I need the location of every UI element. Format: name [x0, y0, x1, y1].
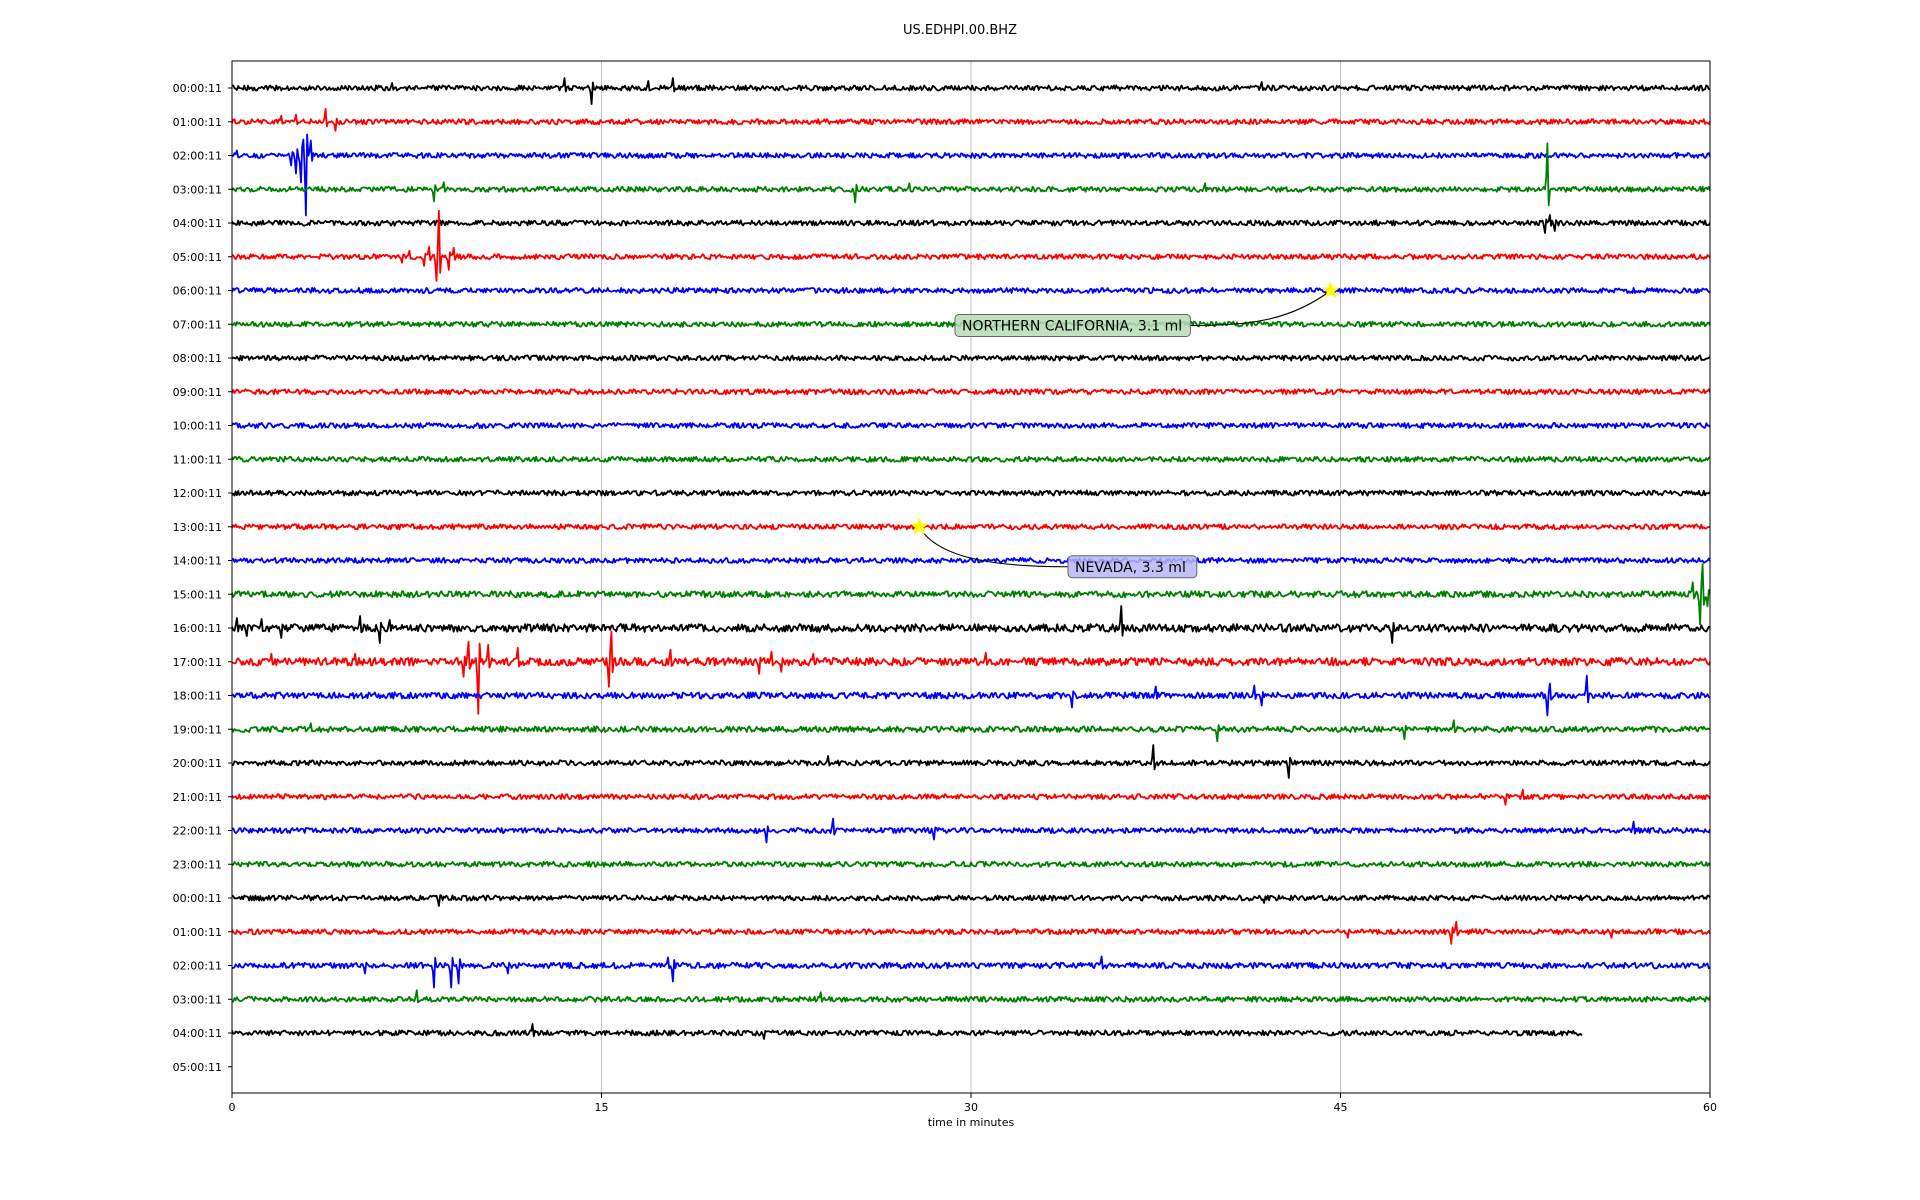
- y-tick-label: 10:00:11: [173, 420, 222, 433]
- x-axis-label: time in minutes: [928, 1116, 1015, 1129]
- y-tick-label: 12:00:11: [173, 487, 222, 500]
- y-tick-label: 05:00:11: [173, 1061, 222, 1074]
- y-tick-label: 16:00:11: [173, 622, 222, 635]
- y-tick-label: 04:00:11: [173, 217, 222, 230]
- seismic-trace: [231, 894, 1711, 907]
- seismic-trace: [231, 719, 1711, 743]
- y-tick-label: 09:00:11: [173, 386, 222, 399]
- seismic-trace: [231, 860, 1711, 868]
- y-tick-label: 19:00:11: [173, 723, 222, 736]
- y-tick-label: 02:00:11: [173, 960, 222, 973]
- y-tick-label: 05:00:11: [173, 251, 222, 264]
- y-tick-label: 15:00:11: [173, 588, 222, 601]
- seismic-trace: [231, 422, 1711, 429]
- seismic-trace: [231, 674, 1711, 717]
- seismic-trace: [231, 920, 1711, 945]
- event-annotation: NEVADA, 3.3 ml: [910, 517, 1198, 579]
- x-tick-label: 0: [229, 1101, 236, 1114]
- y-tick-label: 13:00:11: [173, 521, 222, 534]
- seismic-trace: [231, 107, 1711, 132]
- plot-frame: [231, 60, 1711, 1094]
- y-tick-label: 01:00:11: [173, 116, 222, 129]
- annotation-label: NORTHERN CALIFORNIA, 3.1 ml: [962, 319, 1182, 335]
- seismic-trace: [231, 209, 1711, 282]
- seismic-trace: [231, 989, 1711, 1004]
- x-tick-label: 45: [1334, 1101, 1348, 1114]
- event-annotations: NORTHERN CALIFORNIA, 3.1 ml NEVADA, 3.3 m…: [910, 281, 1340, 579]
- seismic-trace: [231, 523, 1711, 531]
- annotation-connector: [1190, 290, 1331, 327]
- y-tick-label: 08:00:11: [173, 352, 222, 365]
- seismic-trace: [231, 489, 1711, 497]
- seismic-trace: [231, 354, 1711, 362]
- seismic-trace: [231, 455, 1711, 463]
- grid-lines: [601, 61, 1341, 1093]
- event-star-marker: [910, 517, 929, 535]
- event-star-marker: [1321, 281, 1340, 299]
- seismic-trace: [231, 630, 1711, 715]
- y-tick-label: 02:00:11: [173, 150, 222, 163]
- seismic-trace: [231, 1023, 1583, 1040]
- y-tick-label: 06:00:11: [173, 285, 222, 298]
- y-tick-label: 03:00:11: [173, 993, 222, 1006]
- y-tick-label: 14:00:11: [173, 555, 222, 568]
- annotation-box: [954, 314, 1191, 337]
- seismic-trace: [231, 214, 1711, 234]
- y-tick-label: 00:00:11: [173, 892, 222, 905]
- y-tick-label: 07:00:11: [173, 318, 222, 331]
- annotation-label: NEVADA, 3.3 ml: [1075, 560, 1186, 576]
- seismic-trace: [231, 788, 1711, 806]
- x-tick-label: 15: [595, 1101, 609, 1114]
- seismic-trace: [231, 287, 1711, 294]
- seismic-trace: [231, 817, 1711, 844]
- y-tick-label: 21:00:11: [173, 791, 222, 804]
- seismic-trace: [231, 563, 1711, 626]
- seismic-trace: [231, 388, 1711, 396]
- annotation-box: [1067, 555, 1198, 579]
- y-tick-label: 00:00:11: [173, 82, 222, 95]
- seismic-trace: [231, 744, 1711, 779]
- annotation-connector: [918, 526, 1069, 568]
- y-tick-label: 18:00:11: [173, 690, 222, 703]
- x-tick-group: 0 15 30 45 60: [229, 1093, 1717, 1114]
- y-tick-label: 23:00:11: [173, 858, 222, 871]
- event-annotation: NORTHERN CALIFORNIA, 3.1 ml: [954, 281, 1340, 337]
- seismic-trace: [231, 133, 1711, 217]
- x-tick-label: 60: [1703, 1101, 1717, 1114]
- y-tick-label: 11:00:11: [173, 453, 222, 466]
- x-tick-label: 30: [964, 1101, 978, 1114]
- chart-title: US.EDHPI.00.BHZ: [903, 23, 1017, 38]
- y-tick-labels: 00:00:11 01:00:11 02:00:11 03:00:11 04:00:11…: [173, 82, 232, 1074]
- y-tick-label: 20:00:11: [173, 757, 222, 770]
- seismic-trace: [231, 955, 1711, 989]
- y-tick-label: 01:00:11: [173, 926, 222, 939]
- seismic-trace: [231, 142, 1711, 207]
- seismic-trace: [231, 605, 1711, 644]
- y-tick-label: 04:00:11: [173, 1027, 222, 1040]
- seismic-trace: [232, 77, 1711, 105]
- y-tick-label: 17:00:11: [173, 656, 222, 669]
- y-tick-label: 22:00:11: [173, 825, 222, 838]
- y-tick-label: 03:00:11: [173, 183, 222, 196]
